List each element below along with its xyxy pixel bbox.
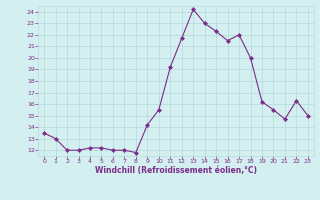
X-axis label: Windchill (Refroidissement éolien,°C): Windchill (Refroidissement éolien,°C): [95, 166, 257, 175]
